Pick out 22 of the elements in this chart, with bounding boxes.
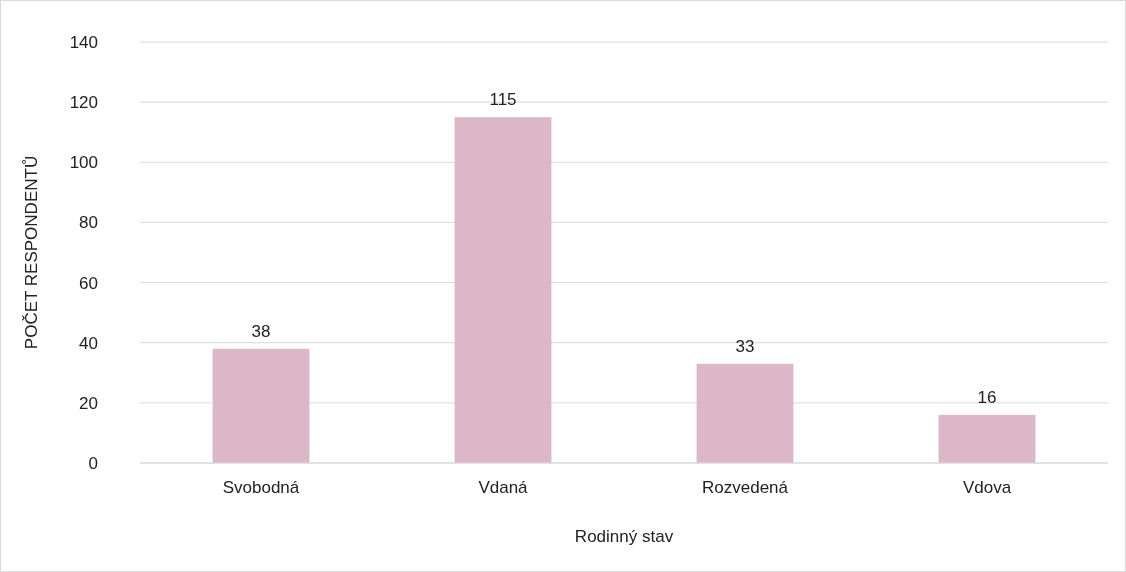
data-label: 115 [489,90,517,110]
y-axis-title: POČET RESPONDENTŮ [22,155,41,350]
data-label: 33 [735,336,755,356]
y-tick-label: 100 [69,153,98,173]
y-tick-label: 140 [69,32,98,52]
data-label: 16 [977,387,997,407]
x-tick-label: Rozvedená [701,478,789,497]
y-tick-label: 40 [79,333,98,353]
y-tick-label: 60 [79,273,98,293]
x-axis-title: Rodinný stav [574,527,674,546]
bar [212,348,310,463]
y-tick-label: 120 [69,93,98,113]
x-tick-label: Svobodná [222,478,300,497]
data-label: 38 [251,321,271,341]
bar [696,363,794,463]
bar [454,117,552,463]
y-tick-label: 20 [79,393,98,413]
x-tick-label: Vdaná [478,478,529,497]
bar [938,414,1036,463]
x-tick-label: Vdova [962,478,1012,497]
y-tick-label: 0 [88,453,98,473]
y-tick-label: 80 [79,213,98,233]
